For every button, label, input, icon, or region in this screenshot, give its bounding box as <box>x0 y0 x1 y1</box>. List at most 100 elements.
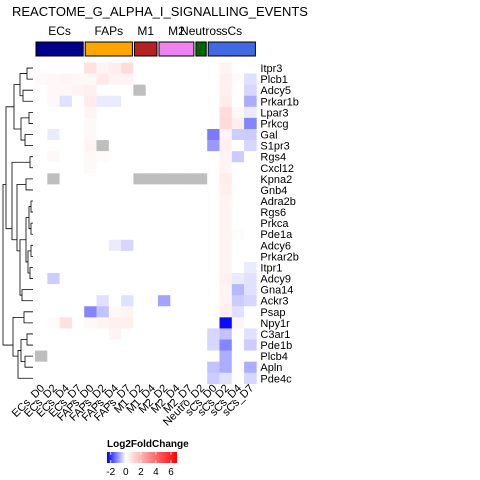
heatmap-cell-Rgs6-FAPs_D7 <box>121 206 134 218</box>
heatmap-cell-Adcy9-M1_D2 <box>133 273 146 285</box>
heatmap-cell-Rgs6-FAPs_D0 <box>84 206 97 218</box>
heatmap-cell-C3ar1-ECs_D4 <box>59 328 73 340</box>
row-label-Pde1b: Pde1b <box>260 340 292 352</box>
heatmap-cell-Npy1r-M2_D7 <box>182 317 196 329</box>
heatmap-cell-Psap-sCs_D0 <box>207 306 220 318</box>
heatmap-cell-Gnb4-M1_D4 <box>145 184 159 196</box>
heatmap-cell-Itpr3-Neutro_D2 <box>194 62 208 74</box>
heatmap-cell-Prkar2b-M2_D4 <box>170 250 183 263</box>
heatmap-cell-Prkca-ECs_D2 <box>47 217 60 229</box>
dendrogram-branch <box>16 183 26 252</box>
dendrogram-branch <box>25 178 33 191</box>
heatmap-cell-C3ar1-FAPs_D4 <box>108 328 122 340</box>
heatmap-cell-C3ar1-ECs_D2 <box>47 328 60 340</box>
chart-title: REACTOME_G_ALPHA_I_SIGNALLING_EVENTS <box>12 4 308 19</box>
heatmap-cell-Itpr1-M1_D2 <box>133 261 146 274</box>
heatmap-cell-Adcy9-Neutro_D2 <box>194 273 208 285</box>
heatmap-cell-Itpr1-FAPs_D2 <box>96 261 110 274</box>
dendrogram-branch <box>27 250 31 274</box>
heatmap-cell-Npy1r-sCs_D0 <box>207 317 220 329</box>
heatmap-cell-Itpr3-ECs_D2 <box>47 62 60 74</box>
heatmap-cell-Gnb4-sCs_D2 <box>219 184 233 196</box>
row-label-S1pr3: S1pr3 <box>260 141 289 153</box>
heatmap-cell-Prkar2b-Neutro_D2 <box>194 250 208 263</box>
heatmap-cell-Psap-FAPs_D2 <box>96 306 110 318</box>
heatmap-cell-Itpr1-Neutro_D2 <box>194 261 208 274</box>
heatmap-cell-Pde1b-M2_D4 <box>170 339 183 351</box>
heatmap-cell-Plcb1-M1_D4 <box>145 73 159 85</box>
heatmap-cell-Adcy6-FAPs_D7 <box>121 239 134 252</box>
heatmap-cell-Itpr3-FAPs_D4 <box>108 62 122 74</box>
heatmap-cell-Gnb4-FAPs_D7 <box>121 184 134 196</box>
heatmap-cell-C3ar1-M1_D2 <box>133 328 146 340</box>
heatmap-cell-Plcb1-FAPs_D7 <box>121 73 134 85</box>
heatmap-cell-Pde1b-FAPs_D0 <box>84 339 97 351</box>
heatmap-cell-Prkcg-sCs_D7 <box>244 117 257 130</box>
heatmap-cell-Pde4c-M2_D4 <box>170 372 183 385</box>
heatmap-cell-Lpar3-M2_D2 <box>158 106 171 119</box>
heatmap-cell-Prkar1b-ECs_D7 <box>71 95 85 108</box>
heatmap-cell-C3ar1-sCs_D4 <box>231 328 245 340</box>
heatmap-cell-Itpr3-sCs_D7 <box>244 62 257 74</box>
legend-tick-label: -2 <box>106 467 115 478</box>
heatmap-cell-Pde4c-FAPs_D2 <box>96 372 110 385</box>
group-label-M1: M1 <box>137 24 154 38</box>
heatmap-cell-Plcb1-sCs_D0 <box>207 73 220 85</box>
heatmap-cell-Adcy9-ECs_D2 <box>47 273 60 285</box>
heatmap-cell-Adcy5-FAPs_D0 <box>84 84 97 97</box>
heatmap-cell-Pde1a-Neutro_D2 <box>194 228 208 241</box>
heatmap-cell-Cxcl12-FAPs_D0 <box>84 162 97 174</box>
heatmap-cell-Npy1r-FAPs_D2 <box>96 317 110 329</box>
heatmap-cell-Adra2b-sCs_D2 <box>219 195 233 207</box>
heatmap-cell-Adra2b-FAPs_D0 <box>84 195 97 207</box>
heatmap-cell-Rgs4-sCs_D0 <box>207 151 220 163</box>
heatmap-cell-Prkcg-M2_D4 <box>170 117 183 130</box>
heatmap-cell-Gnb4-ECs_D0 <box>35 184 48 196</box>
heatmap-cell-Psap-ECs_D7 <box>71 306 85 318</box>
heatmap-cell-Prkcg-FAPs_D4 <box>108 117 122 130</box>
dendrogram-branch <box>30 222 33 235</box>
heatmap-cell-Cxcl12-ECs_D7 <box>71 162 85 174</box>
heatmap-cell-Npy1r-M2_D2 <box>158 317 171 329</box>
heatmap-cell-Prkcg-M2_D7 <box>182 117 196 130</box>
heatmap-cell-Lpar3-FAPs_D0 <box>84 106 97 119</box>
heatmap-cell-Lpar3-Neutro_D2 <box>194 106 208 119</box>
heatmap-cell-Prkcg-M2_D2 <box>158 117 171 130</box>
heatmap-cell-Npy1r-Neutro_D2 <box>194 317 208 329</box>
heatmap-cell-S1pr3-ECs_D4 <box>59 140 73 152</box>
heatmap-cell-Adcy6-ECs_D0 <box>35 239 48 252</box>
heatmap-cell-Adcy9-FAPs_D4 <box>108 273 122 285</box>
heatmap-cell-Ackr3-sCs_D4 <box>231 295 245 307</box>
heatmap-cell-Npy1r-sCs_D7 <box>244 317 257 329</box>
heatmap-cell-Lpar3-sCs_D7 <box>244 106 257 119</box>
heatmap-cell-Itpr1-FAPs_D7 <box>121 261 134 274</box>
heatmap-cell-Gnb4-ECs_D7 <box>71 184 85 196</box>
heatmap-cell-Gnb4-ECs_D4 <box>59 184 73 196</box>
heatmap-cell-Pde1b-sCs_D4 <box>231 339 245 351</box>
heatmap-cell-Prkca-ECs_D0 <box>35 217 48 229</box>
heatmap-cell-Adcy5-sCs_D0 <box>207 84 220 97</box>
heatmap-cell-Kpna2-FAPs_D7 <box>121 173 134 185</box>
heatmap-cell-Adra2b-ECs_D2 <box>47 195 60 207</box>
heatmap-cell-Npy1r-M1_D4 <box>145 317 159 329</box>
heatmap-cell-Rgs4-FAPs_D2 <box>96 151 110 163</box>
heatmap-cell-Adcy5-FAPs_D4 <box>108 84 122 97</box>
heatmap-cell-Gna14-sCs_D7 <box>244 284 257 296</box>
heatmap-cell-Pde4c-sCs_D4 <box>231 372 245 385</box>
heatmap-cell-Pde4c-M2_D2 <box>158 372 171 385</box>
heatmap-cell-Adra2b-FAPs_D4 <box>108 195 122 207</box>
dendrogram-branch <box>20 339 27 363</box>
heatmap-cell-Lpar3-sCs_D4 <box>231 106 245 119</box>
heatmap-cell-Prkar2b-ECs_D2 <box>47 250 60 263</box>
heatmap-cell-Plcb4-FAPs_D2 <box>96 350 110 362</box>
heatmap-cell-Plcb4-FAPs_D7 <box>121 350 134 362</box>
heatmap-cell-Prkca-M1_D4 <box>145 217 159 229</box>
heatmap-cell-Pde1a-FAPs_D2 <box>96 228 110 241</box>
heatmap-cell-Adra2b-sCs_D0 <box>207 195 220 207</box>
heatmap-cell-Gnb4-M2_D2 <box>158 184 171 196</box>
heatmap-cell-Kpna2-ECs_D7 <box>71 173 85 185</box>
group-label-M2: M2 <box>168 24 185 38</box>
heatmap-cell-Pde1a-ECs_D0 <box>35 228 48 241</box>
